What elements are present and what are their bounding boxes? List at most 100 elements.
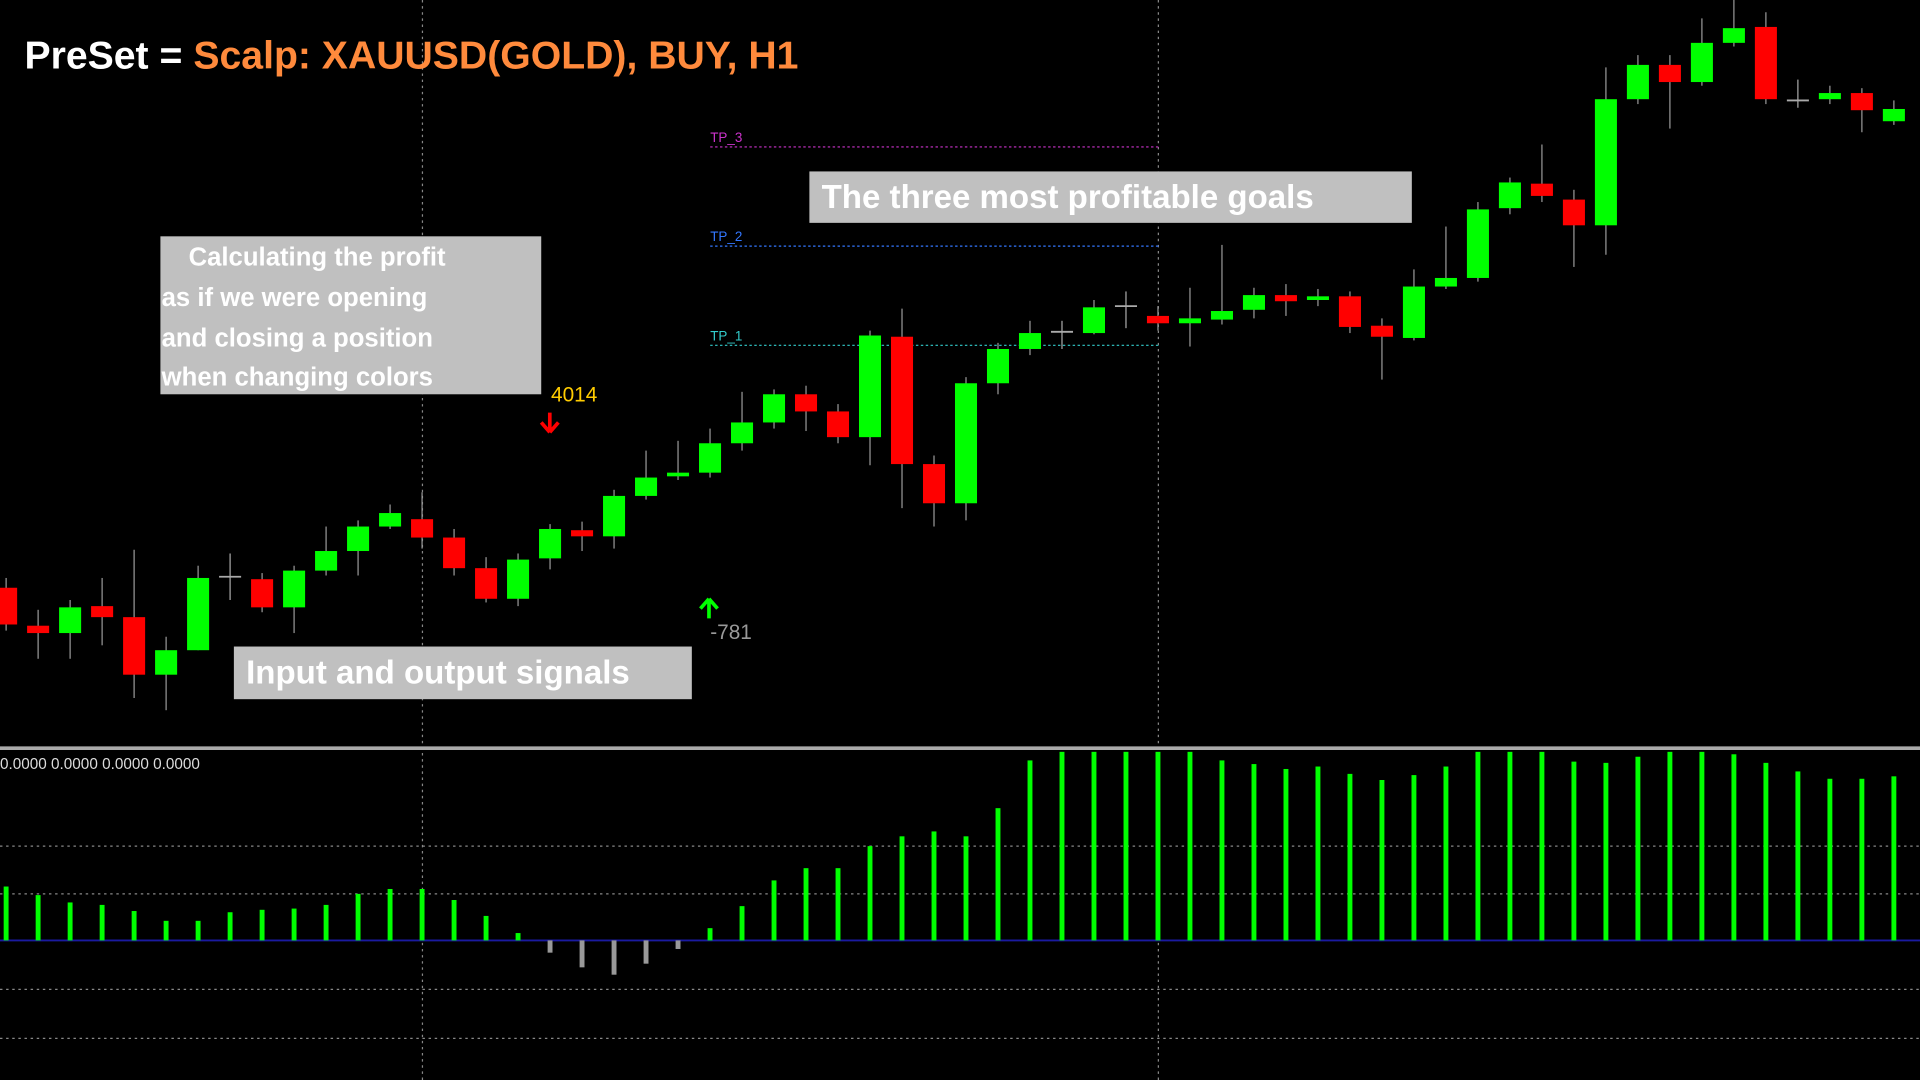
tp-label: TP_1 — [710, 328, 742, 343]
histogram-bar — [99, 904, 105, 941]
histogram-bar — [803, 868, 809, 941]
candle-body — [603, 495, 626, 537]
histogram-bar — [867, 846, 873, 941]
candle-body — [1818, 93, 1841, 100]
note-box — [233, 646, 692, 700]
candle-body — [251, 579, 274, 608]
histogram-bar — [1187, 751, 1193, 941]
histogram-bar — [835, 868, 841, 941]
histogram-bar — [67, 902, 73, 941]
candle-body — [1530, 183, 1553, 196]
histogram-bar — [931, 831, 937, 941]
histogram-bar — [1155, 751, 1161, 941]
candle-body — [347, 526, 370, 552]
marks: TP_3 TP_2 TP_1 4014 -781 — [0, 0, 1905, 975]
candle-body — [922, 464, 946, 504]
histogram-bar — [1475, 751, 1481, 941]
candle-body — [1690, 42, 1713, 83]
candle-body — [1722, 28, 1745, 43]
histogram-bar — [1699, 751, 1705, 941]
histogram-bar — [739, 906, 745, 941]
candle-body — [1274, 295, 1297, 302]
candle-body — [667, 472, 690, 477]
candle-body — [763, 394, 786, 423]
goals-note: The three most profitable goals — [822, 179, 1314, 216]
histogram-bar — [163, 920, 169, 941]
candle-body — [795, 394, 818, 412]
candle-body — [315, 551, 338, 571]
histogram-bar — [195, 920, 201, 941]
candle-body — [27, 625, 50, 634]
histogram-bar — [547, 940, 553, 953]
histogram-bar — [1411, 775, 1417, 941]
histogram-bar — [1539, 751, 1545, 941]
candle-body — [826, 411, 850, 438]
candle-body — [1178, 318, 1201, 324]
histogram-bar — [259, 909, 265, 941]
histogram-bar — [899, 836, 905, 941]
candle-body — [1626, 64, 1649, 100]
candle-body — [539, 528, 562, 559]
candle-body — [571, 530, 594, 537]
histogram-bar — [1827, 778, 1833, 941]
note-line: as if we were opening — [162, 284, 428, 312]
candle-body — [858, 335, 882, 438]
candle-body — [1658, 64, 1681, 83]
histogram-bar — [35, 895, 41, 941]
histogram-bar — [227, 912, 233, 941]
histogram-bar — [515, 933, 521, 941]
candle-body — [1242, 295, 1265, 310]
title-preset: Scalp: XAUUSD(GOLD), BUY, H1 — [193, 35, 798, 78]
histogram-bar — [483, 915, 489, 941]
tp-label: TP_2 — [710, 229, 742, 244]
signal-arrow — [539, 412, 560, 434]
histogram-bar — [1283, 768, 1289, 941]
histogram-bar — [3, 886, 9, 941]
histogram-bar — [675, 940, 681, 949]
candle-body — [1306, 296, 1329, 300]
histogram-bar — [323, 904, 329, 941]
histogram-bar — [1443, 766, 1449, 941]
candle-body — [91, 606, 114, 618]
note-box — [809, 171, 1412, 223]
histogram-bar — [1795, 771, 1801, 941]
signal-arrow — [699, 597, 719, 619]
histogram-bar — [707, 928, 713, 941]
candle-body — [635, 477, 658, 496]
histogram-bar — [1507, 751, 1513, 941]
note-line: when changing colors — [161, 364, 433, 392]
candle-body — [1754, 26, 1777, 100]
histogram-bar — [579, 940, 585, 968]
candle-body — [954, 383, 978, 504]
candle-body — [475, 568, 498, 599]
signal-profit: -781 — [710, 621, 752, 644]
candle-body — [1594, 99, 1617, 226]
candle-body — [1466, 209, 1489, 278]
note-line: and closing a position — [162, 325, 433, 353]
candle-body — [1434, 277, 1457, 287]
candle-body — [59, 607, 82, 634]
histogram-bar — [1571, 761, 1577, 941]
histogram-bar — [1059, 751, 1065, 941]
histogram-bar — [355, 893, 361, 941]
candle-body — [731, 422, 754, 444]
signal-profit: 4014 — [551, 384, 597, 407]
candle-body — [411, 519, 434, 538]
histogram-bar — [1731, 754, 1737, 941]
histogram-bar — [451, 900, 457, 941]
candle-body — [1082, 307, 1106, 334]
histogram-bar — [1379, 780, 1385, 941]
histogram-bar — [1347, 773, 1353, 941]
histogram-bar — [1635, 756, 1641, 941]
candle-body — [986, 348, 1010, 384]
candle-body — [1498, 182, 1521, 209]
histogram-bar — [1123, 751, 1129, 941]
candle-body — [1850, 93, 1873, 111]
candle-body — [1562, 199, 1585, 226]
histogram-bar — [1763, 762, 1769, 941]
candle-body — [1370, 325, 1393, 337]
candle-body — [443, 537, 466, 569]
